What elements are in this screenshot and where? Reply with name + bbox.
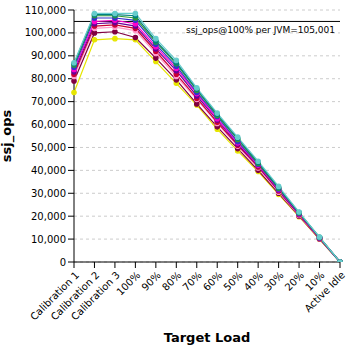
svg-text:70,000: 70,000	[31, 96, 66, 107]
svg-text:60,000: 60,000	[31, 119, 66, 130]
svg-text:100,000: 100,000	[25, 27, 66, 38]
svg-text:100%: 100%	[114, 269, 142, 297]
svg-text:50%: 50%	[221, 269, 245, 293]
svg-text:40%: 40%	[242, 269, 266, 293]
svg-text:10,000: 10,000	[31, 234, 66, 245]
svg-text:80,000: 80,000	[31, 73, 66, 84]
svg-text:10%: 10%	[303, 269, 327, 293]
svg-text:Calibration 3: Calibration 3	[69, 269, 122, 322]
svg-text:90,000: 90,000	[31, 50, 66, 61]
svg-text:Calibration 1: Calibration 1	[28, 269, 82, 323]
svg-text:40,000: 40,000	[31, 165, 66, 176]
svg-text:Target Load: Target Load	[164, 330, 251, 345]
svg-text:80%: 80%	[160, 269, 184, 293]
svg-text:30%: 30%	[262, 269, 286, 293]
svg-text:0: 0	[60, 257, 66, 268]
svg-text:ssj_ops@100% per JVM=105,001: ssj_ops@100% per JVM=105,001	[186, 25, 335, 35]
svg-text:110,000: 110,000	[25, 5, 66, 16]
svg-text:50,000: 50,000	[31, 142, 66, 153]
svg-text:90%: 90%	[139, 269, 163, 293]
svg-text:30,000: 30,000	[31, 188, 66, 199]
svg-text:70%: 70%	[180, 269, 204, 293]
svg-text:20,000: 20,000	[31, 211, 66, 222]
svg-text:20%: 20%	[283, 269, 307, 293]
svg-text:60%: 60%	[201, 269, 225, 293]
svg-text:Calibration 2: Calibration 2	[48, 269, 102, 323]
svg-text:Active Idle: Active Idle	[302, 269, 340, 314]
svg-text:ssj_ops: ssj_ops	[8, 110, 15, 163]
